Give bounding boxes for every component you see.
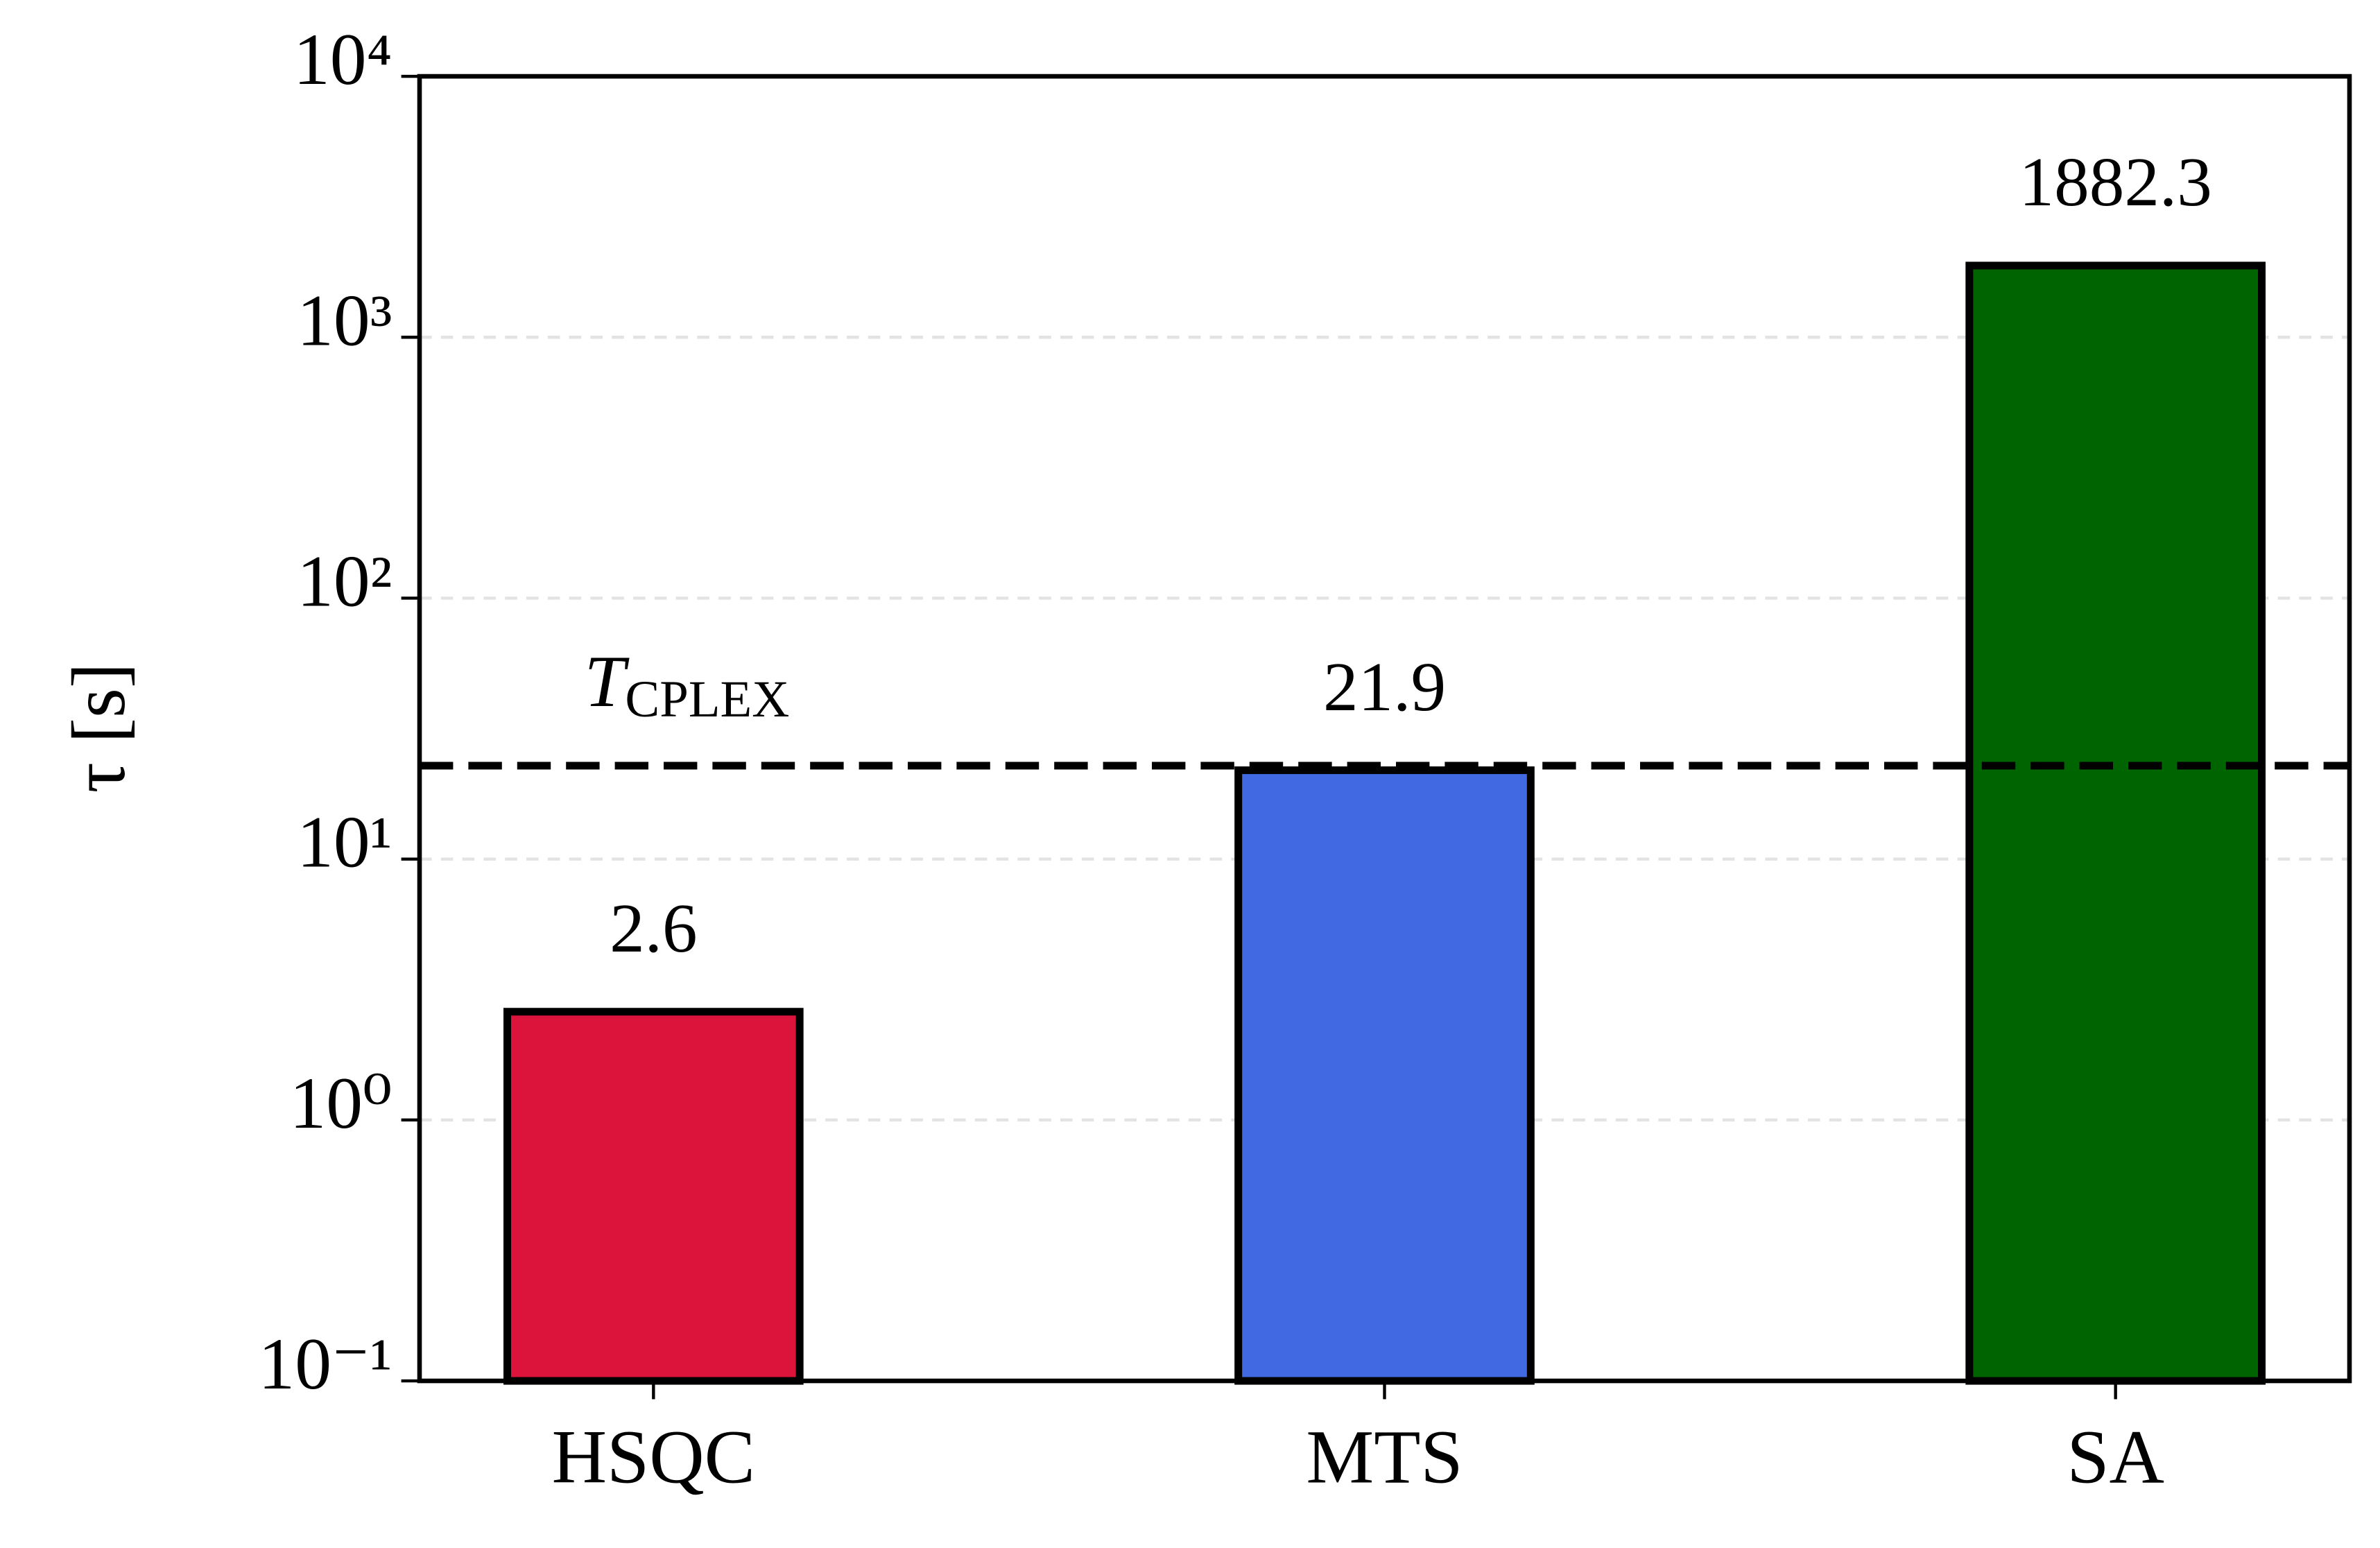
y-tick-label: 10¹ xyxy=(297,802,392,883)
x-tick-label: SA xyxy=(2067,1414,2164,1499)
y-tick-label: 10⁻¹ xyxy=(258,1323,392,1404)
plot-frame xyxy=(417,74,2352,1384)
y-tick-label: 10⁴ xyxy=(293,19,392,100)
bar xyxy=(1965,261,2266,1385)
value-label: 2.6 xyxy=(610,889,697,967)
x-tick-label: HSQC xyxy=(552,1414,755,1499)
y-tick-label: 10² xyxy=(297,540,392,621)
y-tick-label: 10³ xyxy=(297,280,392,361)
value-label: 21.9 xyxy=(1323,648,1446,725)
bar xyxy=(503,1008,804,1385)
reference-label-subscript: CPLEX xyxy=(625,671,789,728)
value-label: 1882.3 xyxy=(2019,143,2212,221)
reference-label: TCPLEX xyxy=(585,641,790,728)
reference-label-main: T xyxy=(585,641,630,722)
bar xyxy=(1234,766,1535,1385)
x-tick-label: MTS xyxy=(1306,1414,1463,1499)
y-tick-label: 10⁰ xyxy=(289,1063,392,1144)
y-axis-label: τ [s] xyxy=(56,663,141,793)
